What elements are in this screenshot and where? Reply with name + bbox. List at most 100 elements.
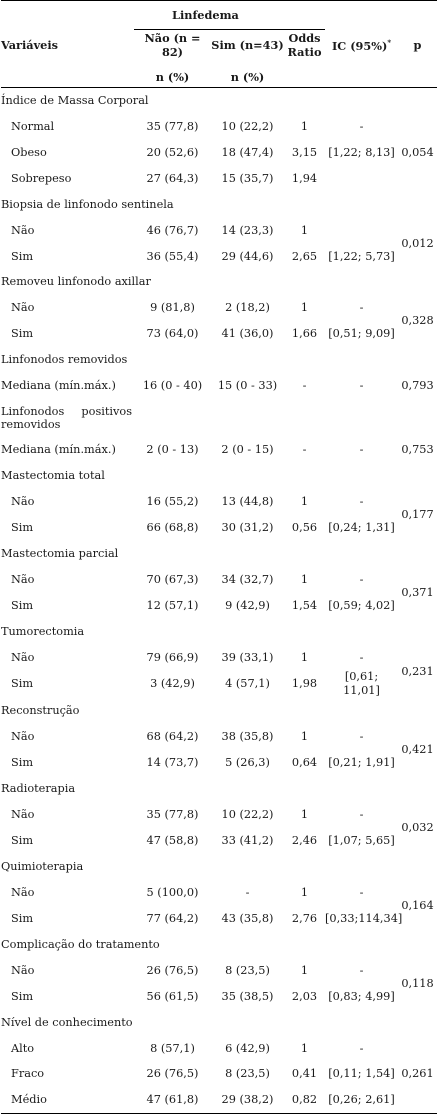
section-title-row: Tumorectomia	[1, 619, 437, 645]
ic-value: -	[359, 572, 364, 586]
row-label: Sobrepeso	[11, 171, 72, 185]
row-label: Sim	[11, 677, 34, 691]
nao-value: 56 (61,5)	[146, 989, 199, 1003]
nao-value: 27 (64,3)	[146, 171, 199, 185]
nao-value: 46 (76,7)	[146, 223, 199, 237]
ic-value: [0,61; 11,01]	[343, 670, 380, 698]
odds-header-line2: Ratio	[287, 45, 322, 59]
ic-value	[325, 218, 398, 244]
table-row: Médio 47 (61,8) 29 (38,2) 0,82 [0,26; 2,61]	[1, 1087, 437, 1115]
row-label: Sim	[11, 327, 34, 341]
p-value: 0,753	[401, 443, 434, 457]
sim-value: 33 (41,2)	[221, 834, 274, 848]
ic-header-label: IC (95%)	[331, 39, 388, 54]
row-label: Não	[11, 223, 35, 237]
nao-value: 8 (57,1)	[150, 1041, 195, 1055]
header-row-columns: Variáveis Não (n = 82) Sim (n=43) Odds R…	[1, 30, 437, 61]
sim-value: 8 (23,5)	[225, 1067, 270, 1081]
table-row: Não 35 (77,8) 10 (22,2) 1 - 0,032	[1, 802, 437, 834]
odds-ratio-value: 1,66	[291, 327, 318, 341]
ic-value: [0,59; 4,02]	[328, 598, 395, 612]
odds-ratio-value: 1	[300, 223, 309, 237]
nao-value: 5 (100,0)	[146, 885, 199, 899]
row-label: Sim	[11, 249, 34, 263]
odds-ratio-value: 1	[300, 301, 309, 315]
section-title-row: Biopsia de linfonodo sentinela	[1, 192, 437, 218]
ic-value: [0,33;114,34]	[325, 911, 403, 925]
nao-unit: n (%)	[134, 60, 211, 88]
table-row: Não 26 (76,5) 8 (23,5) 1 - 0,118	[1, 958, 437, 990]
row-label: Sim	[11, 520, 34, 534]
row-label: Obeso	[11, 145, 47, 159]
sim-value: 13 (44,8)	[221, 494, 274, 508]
section-title-row: Mastectomia parcial	[1, 541, 437, 567]
section-title: Quimioterapia	[1, 860, 84, 874]
ic-header: IC (95%)*	[325, 30, 398, 61]
odds-ratio-value: 2,76	[291, 911, 318, 925]
nao-value: 16 (0 - 40)	[142, 379, 203, 393]
ic-value: [1,22; 8,13]	[328, 145, 395, 159]
odds-ratio-value: 1	[300, 963, 309, 977]
section-title-row: Removeu linfonodo axillar	[1, 269, 437, 295]
nao-value: 9 (81,8)	[150, 301, 195, 315]
table-row: Fraco 26 (76,5) 8 (23,5) 0,41 [0,11; 1,54]	[1, 1061, 437, 1087]
section-title-row: Quimioterapia	[1, 854, 437, 880]
table-row: Sim 77 (64,2) 43 (35,8) 2,76 [0,33;114,34]	[1, 906, 437, 932]
table-row: Sim 47 (58,8) 33 (41,2) 2,46 [1,07; 5,65]	[1, 828, 437, 854]
p-value: 0,793	[401, 379, 434, 393]
nao-value: 26 (76,5)	[146, 963, 199, 977]
sim-value: 29 (44,6)	[221, 249, 274, 263]
row-label: Mediana (mín.máx.)	[1, 443, 116, 457]
sim-value: 6 (42,9)	[225, 1041, 270, 1055]
sim-value: 18 (47,4)	[221, 145, 274, 159]
odds-ratio-value: 1	[300, 119, 309, 133]
section-title: Complicação do tratamento	[1, 937, 160, 951]
ic-value: [0,26; 2,61]	[325, 1087, 398, 1115]
nao-value: 47 (61,8)	[134, 1087, 211, 1115]
section-title-row: Complicação do tratamento	[1, 932, 437, 958]
ic-value: -	[359, 379, 364, 393]
section-title: Biopsia de linfonodo sentinela	[1, 197, 174, 211]
table-row: Sim 14 (73,7) 5 (26,3) 0,64 [0,21; 1,91]	[1, 750, 437, 776]
ic-value: -	[359, 730, 364, 744]
table-row: Não 70 (67,3) 34 (32,7) 1 - 0,371	[1, 567, 437, 599]
row-label: Sim	[11, 834, 34, 848]
nao-value: 16 (55,2)	[146, 494, 199, 508]
table-row: Não 46 (76,7) 14 (23,3) 1 0,012	[1, 218, 437, 250]
p-value: 0,177	[401, 507, 434, 521]
group-header-linfedema: Linfedema	[134, 0, 325, 30]
p-value: 0,012	[401, 236, 434, 250]
sim-value: -	[245, 885, 250, 899]
ic-value	[325, 166, 398, 192]
table-row: Mediana (mín.máx.) 16 (0 - 40) 15 (0 - 33)…	[1, 373, 437, 399]
row-label: Sim	[11, 598, 34, 612]
sim-unit: n (%)	[211, 60, 284, 88]
section-title-row: Linfonodos positivos removidos	[1, 399, 437, 437]
row-label: Sim	[11, 756, 34, 770]
ic-value: -	[359, 443, 364, 457]
odds-ratio-value: -	[302, 379, 307, 393]
ic-value: [1,22; 5,73]	[328, 249, 395, 263]
nao-value: 68 (64,2)	[146, 730, 199, 744]
table-row: Alto 8 (57,1) 6 (42,9) 1 - 0,261	[1, 1035, 437, 1115]
nao-value: 66 (68,8)	[146, 520, 199, 534]
nao-header: Não (n = 82)	[144, 31, 201, 59]
section-title: Tumorectomia	[1, 624, 85, 638]
p-value: 0,328	[401, 314, 434, 328]
p-value: 0,032	[401, 821, 434, 835]
sim-value: 9 (42,9)	[225, 598, 270, 612]
section-title-row: Linfonodos removidos	[1, 347, 437, 373]
table-row: Sim 36 (55,4) 29 (44,6) 2,65 [1,22; 5,73]	[1, 244, 437, 270]
sim-value: 39 (33,1)	[221, 650, 274, 664]
section-title-row: Mastectomia total	[1, 463, 437, 489]
table-row: Sim 66 (68,8) 30 (31,2) 0,56 [0,24; 1,31]	[1, 515, 437, 541]
table-row: Obeso 20 (52,6) 18 (47,4) 3,15 [1,22; 8,13]	[1, 140, 437, 166]
nao-value: 3 (42,9)	[150, 677, 195, 691]
odds-ratio-value: 1,54	[291, 598, 318, 612]
p-header: p	[413, 37, 422, 52]
p-value: 0,118	[401, 976, 434, 990]
table-row: Sim 73 (64,0) 41 (36,0) 1,66 [0,51; 9,09]	[1, 321, 437, 347]
odds-ratio-value: 1	[300, 730, 309, 744]
odds-ratio-value: 1	[300, 885, 309, 899]
p-value: 0,231	[401, 664, 434, 678]
